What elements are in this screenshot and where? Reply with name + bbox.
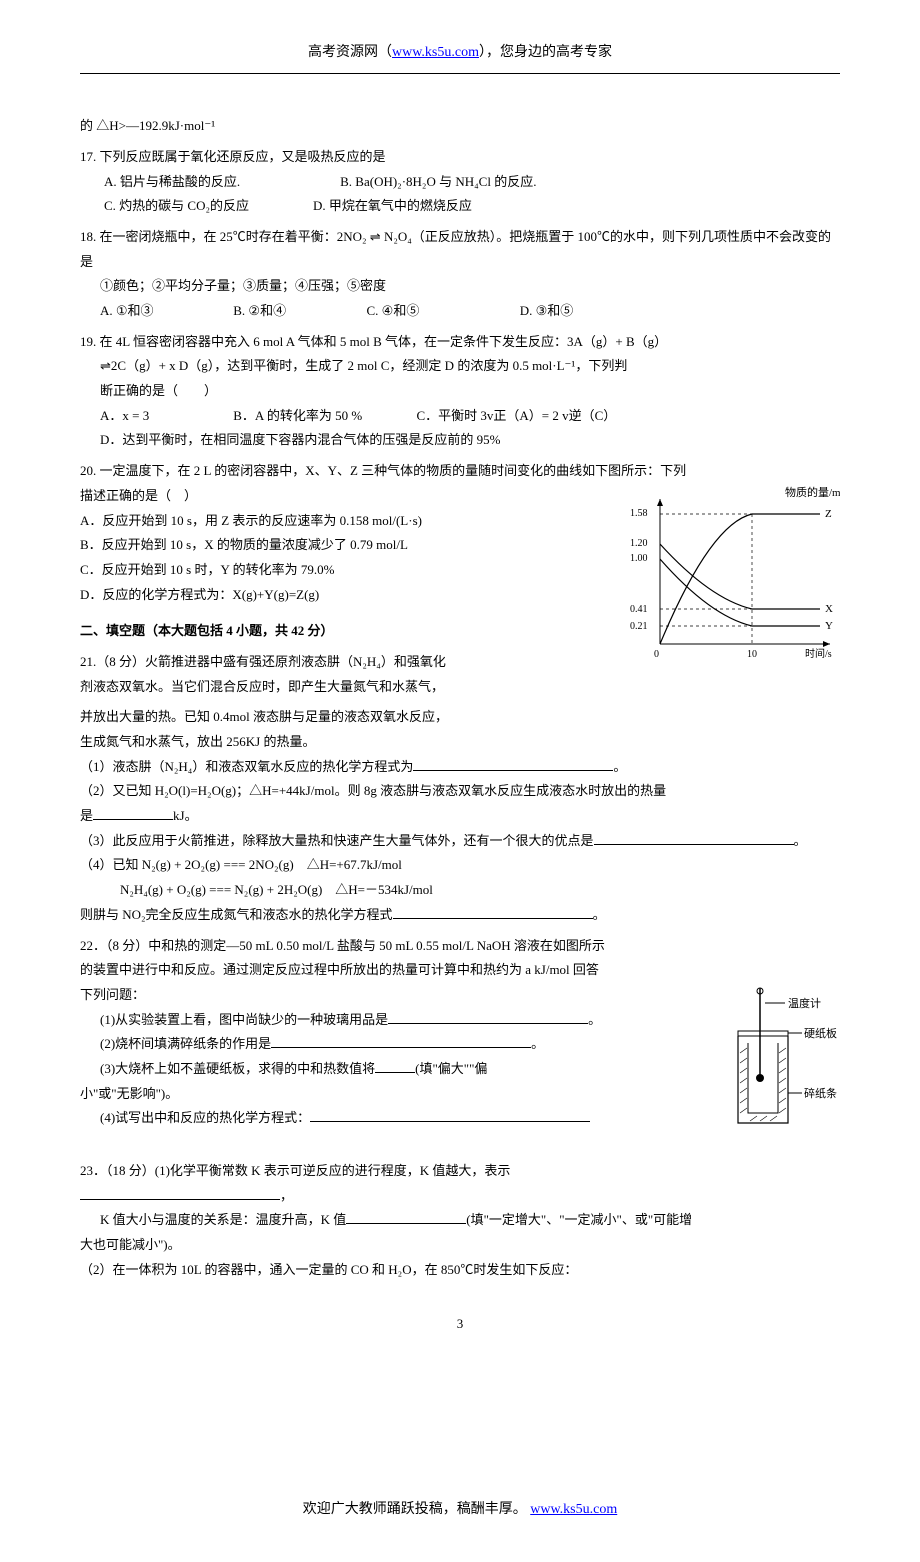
blank (93, 806, 173, 820)
q18-optD: D. ③和⑤ (520, 303, 574, 318)
q21-sub4-l2: N₂H₄(g) + O₂(g) === N₂(g) + 2H₂O(g) △H=－… (80, 878, 840, 903)
q20-chart: 物质的量/mol 1.58 1.20 1.00 0.41 0.21 10 时间/… (620, 484, 840, 664)
blank (271, 1034, 531, 1048)
q19-stem-l1: 19. 在 4L 恒容密闭容器中充入 6 mol A 气体和 5 mol B 气… (80, 330, 840, 355)
q23-stem-l1: 23．（18 分）(1)化学平衡常数 K 表示可逆反应的进行程度，K 值越大，表… (80, 1159, 840, 1184)
q18-optB: B. ②和④ (233, 299, 363, 324)
q21-stem-l4: 生成氮气和水蒸气，放出 256KJ 的热量。 (80, 730, 840, 755)
header-link[interactable]: www.ks5u.com (392, 45, 479, 60)
q22-stem-l3: 下列问题： (80, 983, 840, 1008)
q23-stem-l3: K 值大小与温度的关系是：温度升高，K 值 (100, 1212, 346, 1227)
q18-optC: C. ④和⑤ (367, 299, 517, 324)
blank (393, 905, 593, 919)
footer-link[interactable]: www.ks5u.com (530, 1502, 617, 1517)
blank (310, 1108, 590, 1122)
q17-optA: A. 铝片与稀盐酸的反应. (104, 170, 240, 195)
q21-stem-l3: 并放出大量的热。已知 0.4mol 液态肼与足量的液态双氧水反应， (80, 705, 840, 730)
xtick-10: 10 (747, 649, 757, 660)
q18: 18. 在一密闭烧瓶中，在 25℃时存在着平衡：2NO₂ ⇌ N₂O₄（正反应放… (80, 225, 840, 324)
q22-sub3-l1: (3)大烧杯上如不盖硬纸板，求得的中和热数值将 (100, 1061, 375, 1076)
q19-optB: B．A 的转化率为 50 % (233, 404, 413, 429)
label-thermometer: 温度计 (788, 996, 821, 1010)
q19: 19. 在 4L 恒容密闭容器中充入 6 mol A 气体和 5 mol B 气… (80, 330, 840, 453)
q20: 20. 一定温度下，在 2 L 的密闭容器中，X、Y、Z 三种气体的物质的量随时… (80, 459, 840, 699)
q18-stem: 18. 在一密闭烧瓶中，在 25℃时存在着平衡：2NO₂ ⇌ N₂O₄（正反应放… (80, 225, 840, 274)
q23-stem-l4: (填"一定增大"、"一定减小"、或"可能增 (466, 1212, 692, 1227)
q22-stem-l1: 22．（8 分）中和热的测定—50 mL 0.50 mol/L 盐酸与 50 m… (80, 934, 840, 959)
q23-stem-l2: ， (280, 1188, 293, 1203)
line-top: 的 △H>—192.9kJ·mol⁻¹ (80, 114, 840, 139)
q22-sub3-l3: 小"或"无影响")。 (80, 1082, 840, 1107)
page-footer: 欢迎广大教师踊跃投稿，稿酬丰厚。 www.ks5u.com (80, 1497, 840, 1522)
q21-sub2-l1: （2）又已知 H₂O(l)=H₂O(g)；△H=+44kJ/mol。则 8g 液… (80, 779, 840, 804)
q21: 并放出大量的热。已知 0.4mol 液态肼与足量的液态双氧水反应， 生成氮气和水… (80, 705, 840, 927)
q21-sub2-unit: kJ。 (173, 808, 198, 823)
q21-sub3: （3）此反应用于火箭推进，除释放大量热和快速产生大量气体外，还有一个很大的优点是 (80, 833, 594, 848)
q19-optA: A．x = 3 (100, 404, 230, 429)
content-area: 的 △H>—192.9kJ·mol⁻¹ 17. 下列反应既属于氧化还原反应，又是… (80, 114, 840, 1337)
q22-sub3-l2: (填"偏大""偏 (415, 1061, 487, 1076)
chart-xlabel: 时间/s (805, 647, 832, 660)
blank (80, 1186, 280, 1200)
q17: 17. 下列反应既属于氧化还原反应，又是吸热反应的是 A. 铝片与稀盐酸的反应.… (80, 145, 840, 219)
ytick-1.58: 1.58 (630, 508, 648, 519)
q21-stem-l2: 剂液态双氧水。当它们混合反应时，即产生大量氮气和水蒸气， (80, 675, 840, 700)
q17-stem: 17. 下列反应既属于氧化还原反应，又是吸热反应的是 (80, 145, 840, 170)
blank (413, 757, 613, 771)
q19-optD: D．达到平衡时，在相同温度下容器内混合气体的压强是反应前的 95% (80, 428, 840, 453)
series-Z: Z (825, 508, 832, 520)
q17-optB: B. Ba(OH)₂·8H₂O 与 NH₄Cl 的反应. (340, 170, 536, 195)
q21-sub1: （1）液态肼（N₂H₄）和液态双氧水反应的热化学方程式为 (80, 759, 413, 774)
q23: 23．（18 分）(1)化学平衡常数 K 表示可逆反应的进行程度，K 值越大，表… (80, 1159, 840, 1282)
chart-ylabel: 物质的量/mol (785, 485, 840, 499)
blank (388, 1010, 588, 1024)
blank (594, 831, 794, 845)
ytick-1.20: 1.20 (630, 538, 648, 549)
label-paper: 碎纸条 (804, 1086, 837, 1100)
chart-svg: 物质的量/mol 1.58 1.20 1.00 0.41 0.21 10 时间/… (620, 484, 840, 664)
header-divider (80, 73, 840, 74)
q20-stem-l1: 20. 一定温度下，在 2 L 的密闭容器中，X、Y、Z 三种气体的物质的量随时… (80, 459, 840, 484)
blank (375, 1059, 415, 1073)
ytick-0.41: 0.41 (630, 604, 648, 615)
q22: 22．（8 分）中和热的测定—50 mL 0.50 mol/L 盐酸与 50 m… (80, 934, 840, 1153)
apparatus-svg: 温度计 硬纸板 (730, 983, 840, 1143)
q17-optD: D. 甲烷在氧气中的燃烧反应 (313, 194, 472, 219)
footer-text: 欢迎广大教师踊跃投稿，稿酬丰厚。 (303, 1502, 527, 1517)
ytick-0.21: 0.21 (630, 621, 648, 632)
header-text-suffix: ），您身边的高考专家 (479, 45, 612, 60)
apparatus-diagram: 温度计 硬纸板 (730, 983, 840, 1143)
ytick-1.00: 1.00 (630, 553, 648, 564)
q17-optC: C. 灼热的碳与 CO₂的反应 (104, 194, 249, 219)
q22-sub1: (1)从实验装置上看，图中尚缺少的一种玻璃用品是 (100, 1012, 388, 1027)
label-board: 硬纸板 (804, 1026, 837, 1040)
q19-optC: C．平衡时 3v正（A）= 2 v逆（C） (417, 408, 617, 423)
origin-label: 0 (654, 649, 659, 660)
q18-items: ①颜色；②平均分子量；③质量；④压强；⑤密度 (80, 274, 840, 299)
q19-stem-l3: 断正确的是（ ） (80, 379, 840, 404)
q19-stem-l2: ⇌2C（g）+ x D（g），达到平衡时，生成了 2 mol C，经测定 D 的… (80, 354, 840, 379)
q22-sub2: (2)烧杯间填满碎纸条的作用是 (100, 1036, 271, 1051)
series-Y: Y (825, 620, 833, 632)
q18-optA: A. ①和③ (100, 299, 230, 324)
q21-sub4-l3: 则肼与 NO₂完全反应生成氮气和液态水的热化学方程式 (80, 907, 393, 922)
q21-sub4-l1: （4）已知 N₂(g) + 2O₂(g) === 2NO₂(g) △H=+67.… (80, 853, 840, 878)
blank (346, 1210, 466, 1224)
page-number: 3 (80, 1312, 840, 1337)
q21-sub2-l2: 是 (80, 808, 93, 823)
q22-sub4: (4)试写出中和反应的热化学方程式： (100, 1110, 310, 1125)
header-text-prefix: 高考资源网（ (308, 45, 392, 60)
q23-sub2: （2）在一体积为 10L 的容器中，通入一定量的 CO 和 H₂O，在 850℃… (80, 1258, 840, 1283)
q23-stem-l5: 大也可能减小")。 (80, 1233, 840, 1258)
q22-stem-l2: 的装置中进行中和反应。通过测定反应过程中所放出的热量可计算中和热约为 a kJ/… (80, 958, 840, 983)
series-X: X (825, 603, 833, 615)
page-header: 高考资源网（www.ks5u.com），您身边的高考专家 (80, 40, 840, 65)
